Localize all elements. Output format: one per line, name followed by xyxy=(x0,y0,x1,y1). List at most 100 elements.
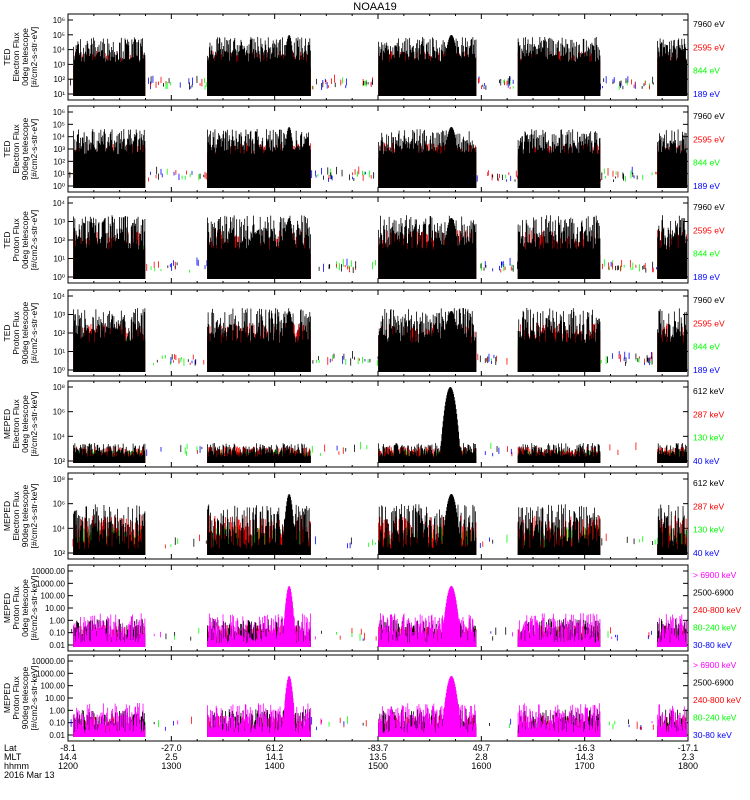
x-row-label: Lat xyxy=(4,743,17,753)
y-tick-label: 10⁴ xyxy=(53,432,66,441)
y-tick-label: 10² xyxy=(53,457,65,466)
y-tick-label: 10.00 xyxy=(45,694,66,703)
y-axis-label: TEDProton Flux90deg telescope[#/cm2-s-st… xyxy=(2,302,39,365)
series-trace-black xyxy=(73,387,687,463)
y-tick-label: 0.10 xyxy=(49,719,65,728)
series-trace-magenta xyxy=(73,676,687,737)
legend-entry: 844 eV xyxy=(693,249,720,259)
series-trace-black xyxy=(70,35,687,96)
y-axis-label: MEPEDProton Flux0deg telescope[#/cm2-s-s… xyxy=(2,576,39,641)
data-traces xyxy=(73,308,687,372)
y-axis-label: TEDElectron Flux90deg telescope[#/cm2-s-… xyxy=(2,118,39,181)
legend-entry: 240-800 keV xyxy=(693,605,742,615)
y-tick-label: 10⁶ xyxy=(53,16,65,25)
data-traces xyxy=(71,586,687,647)
y-axis-label-line: MEPED xyxy=(2,409,12,439)
x-tick-label: 1800 xyxy=(678,761,698,771)
y-axis-label-line: 0deg telescope xyxy=(20,28,30,86)
legend-entry: 80-240 keV xyxy=(693,713,737,723)
legend-entry: 30-80 keV xyxy=(693,640,732,650)
legend-entry: 240-800 keV xyxy=(693,695,742,705)
legend-entry: 287 keV xyxy=(693,409,725,419)
y-tick-label: 10⁸ xyxy=(53,383,65,392)
y-axis-label: TEDProton Flux0deg telescope[#/cm2-s-str… xyxy=(2,210,39,270)
legend-entry: 287 keV xyxy=(693,501,725,511)
x-tick-label: -17.1 xyxy=(678,743,699,753)
y-tick-label: 10⁵ xyxy=(53,120,65,129)
y-tick-label: 10000.00 xyxy=(32,567,66,576)
data-traces xyxy=(73,215,687,279)
panel-7: 0.010.101.0010.00100.001000.0010000.00ME… xyxy=(2,564,742,652)
series-trace-black xyxy=(73,494,687,555)
x-tick-label: 2.3 xyxy=(682,752,695,762)
x-tick-label: 1400 xyxy=(265,761,285,771)
legend-entry: 30-80 keV xyxy=(693,730,732,740)
legend-entry: 189 eV xyxy=(693,181,720,191)
y-tick-label: 100.00 xyxy=(41,592,66,601)
y-tick-label: 10² xyxy=(53,549,65,558)
data-traces xyxy=(70,35,687,96)
panel-1: 10¹ 10² 10³ 10⁴ 10⁵ 10⁶ TEDElectron Flux0deg t… xyxy=(2,13,725,101)
legend-entry: 2500-6900 xyxy=(693,588,734,598)
y-tick-label: 1000.00 xyxy=(36,579,65,588)
y-tick-label: 10² xyxy=(53,329,65,338)
legend-entry: 189 eV xyxy=(693,365,720,375)
y-tick-label: 1.00 xyxy=(49,616,65,625)
panel-6: 10² 10⁴ 10⁶ 10⁸ MEPEDElectron Flux90deg tele… xyxy=(2,472,725,560)
y-tick-label: 0.01 xyxy=(49,731,65,740)
data-traces xyxy=(72,494,687,555)
y-tick-label: 10² xyxy=(53,75,65,84)
legend-entry: 612 keV xyxy=(693,478,725,488)
series-trace-black xyxy=(73,308,687,372)
y-tick-label: 10³ xyxy=(53,60,65,69)
x-tick-label: 14.3 xyxy=(576,752,594,762)
y-axis-label-line: [#/cm2-s-str-eV] xyxy=(29,27,39,87)
y-axis-label-line: [#/cm2-s-str-eV] xyxy=(29,210,39,270)
y-axis-label-line: Proton Flux xyxy=(11,676,21,720)
legend-entry: 189 eV xyxy=(693,89,720,99)
y-axis-label-line: MEPED xyxy=(2,683,12,713)
x-row-label: MLT xyxy=(4,752,22,762)
y-axis-label-line: 0deg telescope xyxy=(20,395,30,453)
y-tick-label: 0.01 xyxy=(49,641,65,650)
series-trace-magenta xyxy=(73,586,687,647)
panel-5: 10² 10⁴ 10⁶ 10⁸ MEPEDElectron Flux0deg teles… xyxy=(2,380,725,468)
y-tick-label: 10⁰ xyxy=(53,366,65,375)
page-title: NOAA19 xyxy=(353,1,397,13)
y-axis-label: MEPEDProton Flux90deg telescope[#/cm2-s-… xyxy=(2,666,39,731)
y-axis-label-line: 90deg telescope xyxy=(20,302,30,365)
panel-3: 10⁰ 10¹ 10² 10³ 10⁴ TEDProton Flux0deg telesc… xyxy=(2,196,725,284)
y-tick-label: 10² xyxy=(53,157,65,166)
y-axis-label-line: Electron Flux xyxy=(11,31,21,81)
legend-entry: 80-240 keV xyxy=(693,623,737,633)
x-tick-label: 14.4 xyxy=(59,752,77,762)
legend-entry: 2595 eV xyxy=(693,134,725,144)
series-trace-black xyxy=(73,215,687,279)
y-tick-label: 10⁴ xyxy=(53,133,66,142)
y-tick-label: 10⁴ xyxy=(53,292,66,301)
y-tick-label: 10¹ xyxy=(53,90,65,99)
legend-entry: 7960 eV xyxy=(693,202,725,212)
y-tick-label: 100.00 xyxy=(41,682,66,691)
y-axis-label: MEPEDElectron Flux90deg telescope[#/cm2-… xyxy=(2,484,39,549)
y-tick-label: 0.10 xyxy=(49,629,65,638)
x-tick-label: 49.7 xyxy=(473,743,491,753)
y-axis-label-line: Electron Flux xyxy=(11,398,21,448)
y-axis-label-line: TED xyxy=(2,325,12,342)
x-tick-label: 1700 xyxy=(575,761,595,771)
y-tick-label: 10⁰ xyxy=(53,182,65,191)
y-tick-label: 10³ xyxy=(53,218,65,227)
data-traces xyxy=(73,387,687,463)
y-axis-label-line: [#/cm2-s-str-eV] xyxy=(29,119,39,179)
legend-entry: 844 eV xyxy=(693,66,720,76)
y-axis-label-line: 90deg telescope xyxy=(20,118,30,181)
legend-entry: 2595 eV xyxy=(693,318,725,328)
y-tick-label: 10⁶ xyxy=(53,500,65,509)
legend-entry: 7960 eV xyxy=(693,295,725,305)
y-tick-label: 10¹ xyxy=(53,170,65,179)
legend-entry: 7960 eV xyxy=(693,19,725,29)
x-tick-label: 1300 xyxy=(161,761,181,771)
legend-entry: 612 keV xyxy=(693,386,725,396)
